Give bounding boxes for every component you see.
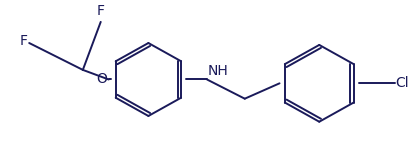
Text: Cl: Cl	[395, 76, 408, 90]
Text: O: O	[96, 72, 107, 87]
Text: NH: NH	[208, 64, 229, 78]
Text: F: F	[19, 34, 27, 48]
Text: F: F	[97, 4, 105, 18]
